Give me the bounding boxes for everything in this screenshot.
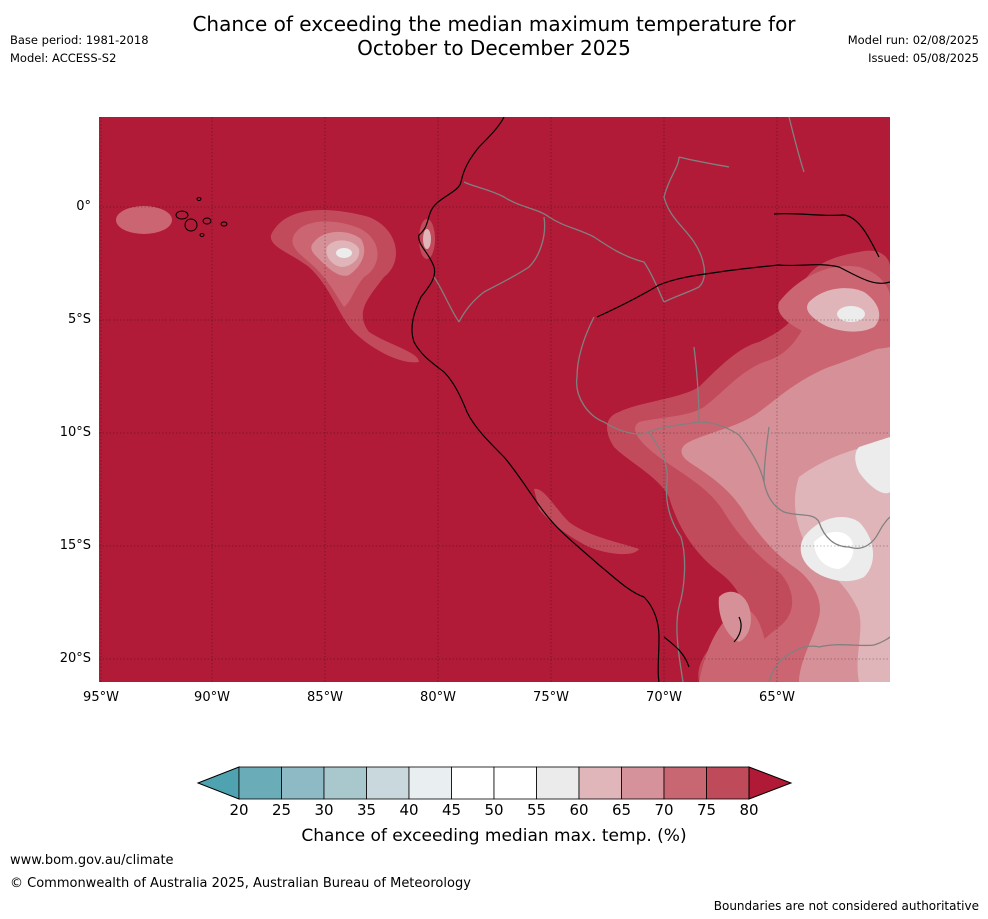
colorbar-cell [663, 766, 707, 800]
colorbar-tick-label: 75 [696, 801, 717, 819]
meta-right: Model run: 02/08/2025 Issued: 05/08/2025 [848, 31, 979, 67]
colorbar [196, 766, 793, 800]
colorbar-cell [451, 766, 495, 800]
country-borders [433, 117, 890, 682]
anomaly-region [699, 608, 779, 682]
colorbar-tick-label: 80 [739, 801, 759, 819]
lat-label: 5°S [67, 312, 91, 327]
footer-copyright: © Commonwealth of Australia 2025, Austra… [10, 876, 471, 891]
title-line-2: October to December 2025 [357, 36, 631, 60]
lon-label: 90°W [194, 690, 230, 705]
anomaly-region [423, 229, 431, 249]
issued-date: Issued: 05/08/2025 [868, 51, 979, 65]
colorbar-cell [706, 766, 750, 800]
lon-label: 80°W [420, 690, 456, 705]
colorbar-tick-label: 40 [399, 801, 419, 819]
base-period: Base period: 1981-2018 [10, 33, 149, 47]
anomaly-region [336, 248, 352, 258]
colorbar-tick-label: 50 [484, 801, 504, 819]
model-run: Model run: 02/08/2025 [847, 33, 979, 47]
anomaly-region [681, 345, 890, 682]
colorbar-cell [493, 766, 537, 800]
anomaly-region [116, 206, 172, 234]
coastlines [411, 117, 890, 682]
colorbar-tick-label: 65 [611, 801, 632, 819]
colorbar-tick-label: 60 [569, 801, 589, 819]
colorbar-tick-label: 45 [441, 801, 462, 819]
lon-label: 70°W [646, 690, 682, 705]
colorbar-cell [281, 766, 325, 800]
colorbar-cell [238, 766, 282, 800]
anomaly-region [814, 531, 854, 569]
anomaly-region [855, 437, 890, 494]
colorbar-cell [536, 766, 580, 800]
map-svg [99, 117, 890, 682]
colorbar-low-extend [196, 766, 240, 800]
lon-label: 65°W [759, 690, 795, 705]
lat-label: 20°S [59, 651, 91, 666]
colorbar-cell [323, 766, 367, 800]
colorbar-cell [366, 766, 410, 800]
anomaly-region [837, 306, 865, 322]
anomaly-region [534, 488, 639, 555]
anomaly-region [718, 591, 751, 642]
lon-label: 75°W [533, 690, 569, 705]
colorbar-cell [621, 766, 665, 800]
colorbar-tick-label: 55 [526, 801, 547, 819]
title-line-1: Chance of exceeding the median maximum t… [192, 12, 796, 36]
boundaries-disclaimer: Boundaries are not considered authoritat… [713, 899, 979, 913]
footer-url[interactable]: www.bom.gov.au/climate [10, 853, 174, 868]
colorbar-tick-label: 35 [356, 801, 377, 819]
colorbar-cell [578, 766, 622, 800]
colorbar-tick-label: 70 [654, 801, 674, 819]
colorbar-tick-label: 25 [271, 801, 292, 819]
model-name: Model: ACCESS-S2 [10, 51, 117, 65]
colorbar-high-extend [748, 766, 793, 800]
colorbar-label: Chance of exceeding median max. temp. (%… [301, 826, 687, 846]
forecast-map [99, 117, 890, 682]
lon-label: 85°W [307, 690, 343, 705]
chart-title: Chance of exceeding the median maximum t… [0, 12, 988, 60]
lat-label: 0° [76, 199, 91, 214]
lat-label: 10°S [59, 425, 91, 440]
meta-left: Base period: 1981-2018 Model: ACCESS-S2 [10, 31, 149, 67]
galapagos-islands [175, 197, 228, 237]
colorbar-cell [408, 766, 452, 800]
colorbar-tick-label: 30 [314, 801, 334, 819]
lon-label: 95°W [83, 690, 119, 705]
map-gridlines [99, 117, 890, 682]
lat-label: 15°S [59, 538, 91, 553]
colorbar-tick-label: 20 [229, 801, 249, 819]
